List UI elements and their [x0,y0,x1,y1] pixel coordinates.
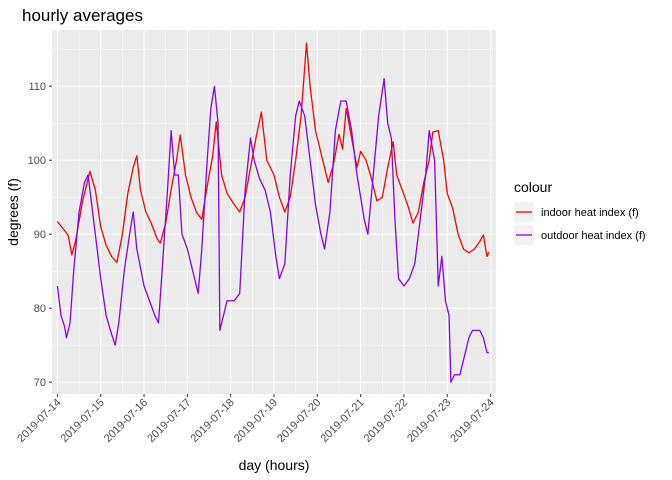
y-tick-label: 80 [34,303,46,315]
x-tick-label: 2019-07-22 [362,397,410,445]
x-tick-label: 2019-07-20 [275,397,323,445]
x-axis-title: day (hours) [239,457,310,473]
x-tick-label: 2019-07-17 [145,397,193,445]
y-tick-label: 110 [28,81,46,93]
legend: colour indoor heat index (f) outdoor heat… [514,179,646,245]
plot-panel [52,30,496,394]
legend-label: indoor heat index (f) [541,207,639,219]
series-line [56,42,490,263]
legend-title: colour [514,179,552,195]
major-gridlines [52,30,496,394]
y-axis: 70 80 90 100 110 [28,81,52,389]
series-lines [56,42,490,383]
y-tick-label: 100 [28,155,46,167]
y-axis-title: degrees (f) [5,178,21,246]
x-tick-label: 2019-07-14 [15,397,63,445]
x-tick-label: 2019-07-19 [232,397,280,445]
x-tick-label: 2019-07-16 [102,397,150,445]
x-tick-label: 2019-07-18 [189,397,237,445]
x-axis: 2019-07-142019-07-152019-07-162019-07-17… [15,394,497,445]
series-line [56,78,489,383]
y-tick-label: 70 [34,377,46,389]
chart-title: hourly averages [22,6,143,25]
legend-items: indoor heat index (f) outdoor heat index … [514,202,646,245]
legend-label: outdoor heat index (f) [541,230,646,242]
x-tick-label: 2019-07-21 [318,397,366,445]
x-tick-label: 2019-07-15 [59,397,107,445]
x-tick-label: 2019-07-24 [448,397,496,445]
x-tick-label: 2019-07-23 [405,397,453,445]
y-tick-label: 90 [34,229,46,241]
